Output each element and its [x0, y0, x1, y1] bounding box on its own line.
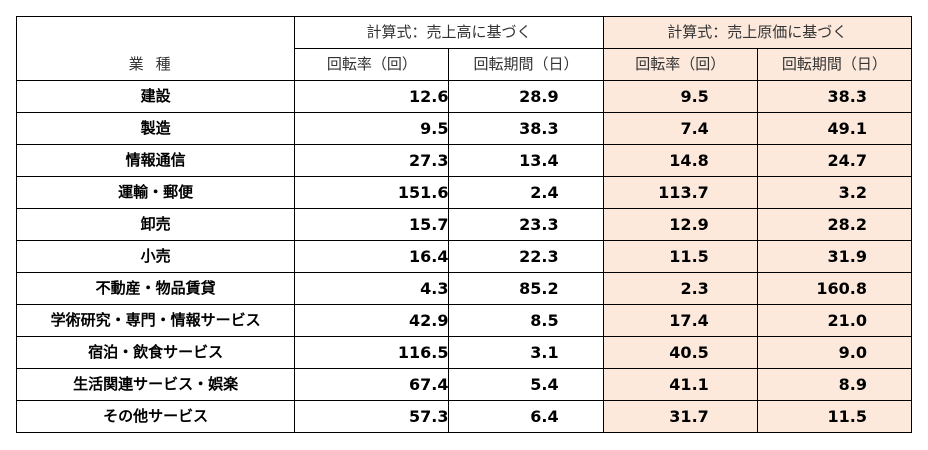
turnover-table: 業種 計算式：売上高に基づく 計算式：売上原価に基づく 回転率（回） 回転期間（… [15, 16, 913, 433]
cogs-turnover-period-cell: 38.3 [756, 80, 913, 113]
industry-cell: 情報通信 [15, 144, 296, 177]
cogs-turnover-rate-cell: 40.5 [602, 336, 758, 369]
sales-turnover-period-cell: 5.4 [448, 368, 604, 401]
cogs-turnover-period-cell: 3.2 [756, 176, 913, 209]
cogs-turnover-period-cell: 24.7 [756, 144, 913, 177]
cogs-turnover-period-cell: 21.0 [756, 304, 913, 337]
industry-cell: 宿泊・飲食サービス [15, 336, 296, 369]
cogs-turnover-period-cell: 9.0 [756, 336, 913, 369]
sales-turnover-rate-cell: 4.3 [294, 272, 450, 305]
industry-cell: 不動産・物品賃貸 [15, 272, 296, 305]
sales-turnover-period-cell: 23.3 [448, 208, 604, 241]
table-row: 卸売 15.7 23.3 12.9 28.2 [15, 208, 913, 241]
industry-cell: 建設 [15, 80, 296, 113]
table-row: 小売 16.4 22.3 11.5 31.9 [15, 240, 913, 273]
industry-cell: 製造 [15, 112, 296, 145]
cogs-turnover-period-cell: 11.5 [756, 400, 913, 433]
table-row: 生活関連サービス・娯楽 67.4 5.4 41.1 8.9 [15, 368, 913, 401]
table-row: 不動産・物品賃貸 4.3 85.2 2.3 160.8 [15, 272, 913, 305]
sales-turnover-period-cell: 13.4 [448, 144, 604, 177]
cogs-turnover-rate-cell: 7.4 [602, 112, 758, 145]
cogs-turnover-period-cell: 28.2 [756, 208, 913, 241]
sales-turnover-rate-cell: 12.6 [294, 80, 450, 113]
table-row: その他サービス 57.3 6.4 31.7 11.5 [15, 400, 913, 433]
sales-turnover-period-cell: 85.2 [448, 272, 604, 305]
cogs-turnover-period-cell: 31.9 [756, 240, 913, 273]
industry-cell: 卸売 [15, 208, 296, 241]
industry-cell: その他サービス [15, 400, 296, 433]
industry-cell: 生活関連サービス・娯楽 [15, 368, 296, 401]
cogs-turnover-rate-cell: 14.8 [602, 144, 758, 177]
sales-based-group-header: 計算式：売上高に基づく [294, 16, 604, 49]
table-row: 運輸・郵便 151.6 2.4 113.7 3.2 [15, 176, 913, 209]
sales-turnover-rate-cell: 42.9 [294, 304, 450, 337]
industry-cell: 小売 [15, 240, 296, 273]
sales-turnover-period-cell: 22.3 [448, 240, 604, 273]
sales-turnover-period-cell: 8.5 [448, 304, 604, 337]
sales-turnover-rate-cell: 27.3 [294, 144, 450, 177]
sales-turnover-period-header: 回転期間（日） [448, 48, 604, 81]
table-row: 学術研究・専門・情報サービス 42.9 8.5 17.4 21.0 [15, 304, 913, 337]
sales-turnover-period-cell: 2.4 [448, 176, 604, 209]
sales-turnover-period-cell: 3.1 [448, 336, 604, 369]
cogs-turnover-period-cell: 8.9 [756, 368, 913, 401]
sales-turnover-period-cell: 28.9 [448, 80, 604, 113]
group-header-row: 業種 計算式：売上高に基づく 計算式：売上原価に基づく [15, 16, 913, 81]
column-header-row: 回転率（回） 回転期間（日） 回転率（回） 回転期間（日） [17, 48, 913, 81]
industry-cell: 運輸・郵便 [15, 176, 296, 209]
sales-turnover-period-cell: 6.4 [448, 400, 604, 433]
cogs-turnover-period-cell: 160.8 [756, 272, 913, 305]
sales-turnover-rate-cell: 67.4 [294, 368, 450, 401]
cogs-turnover-rate-cell: 9.5 [602, 80, 758, 113]
industry-cell: 学術研究・専門・情報サービス [15, 304, 296, 337]
cogs-turnover-period-header: 回転期間（日） [756, 48, 913, 81]
cogs-turnover-rate-cell: 31.7 [602, 400, 758, 433]
table-row: 建設 12.6 28.9 9.5 38.3 [15, 80, 913, 113]
table-row: 情報通信 27.3 13.4 14.8 24.7 [15, 144, 913, 177]
table-row: 宿泊・飲食サービス 116.5 3.1 40.5 9.0 [15, 336, 913, 369]
table-row: 製造 9.5 38.3 7.4 49.1 [15, 112, 913, 145]
sales-turnover-period-cell: 38.3 [448, 112, 604, 145]
sales-turnover-rate-cell: 116.5 [294, 336, 450, 369]
sales-turnover-rate-cell: 57.3 [294, 400, 450, 433]
cogs-turnover-rate-cell: 113.7 [602, 176, 758, 209]
cogs-turnover-rate-cell: 11.5 [602, 240, 758, 273]
cogs-turnover-period-cell: 49.1 [756, 112, 913, 145]
sales-turnover-rate-cell: 151.6 [294, 176, 450, 209]
sales-turnover-rate-cell: 15.7 [294, 208, 450, 241]
cogs-turnover-rate-cell: 12.9 [602, 208, 758, 241]
sales-turnover-rate-cell: 9.5 [294, 112, 450, 145]
cogs-turnover-rate-cell: 2.3 [602, 272, 758, 305]
industry-header: 業種 [15, 16, 296, 81]
sales-turnover-rate-cell: 16.4 [294, 240, 450, 273]
cogs-turnover-rate-cell: 17.4 [602, 304, 758, 337]
cogs-based-group-header: 計算式：売上原価に基づく [602, 16, 913, 49]
cogs-turnover-rate-cell: 41.1 [602, 368, 758, 401]
cogs-turnover-rate-header: 回転率（回） [602, 48, 758, 81]
sales-turnover-rate-header: 回転率（回） [294, 48, 450, 81]
table-body: 建設 12.6 28.9 9.5 38.3 製造 9.5 38.3 7.4 49.1 情報通信 27.… [15, 80, 913, 433]
